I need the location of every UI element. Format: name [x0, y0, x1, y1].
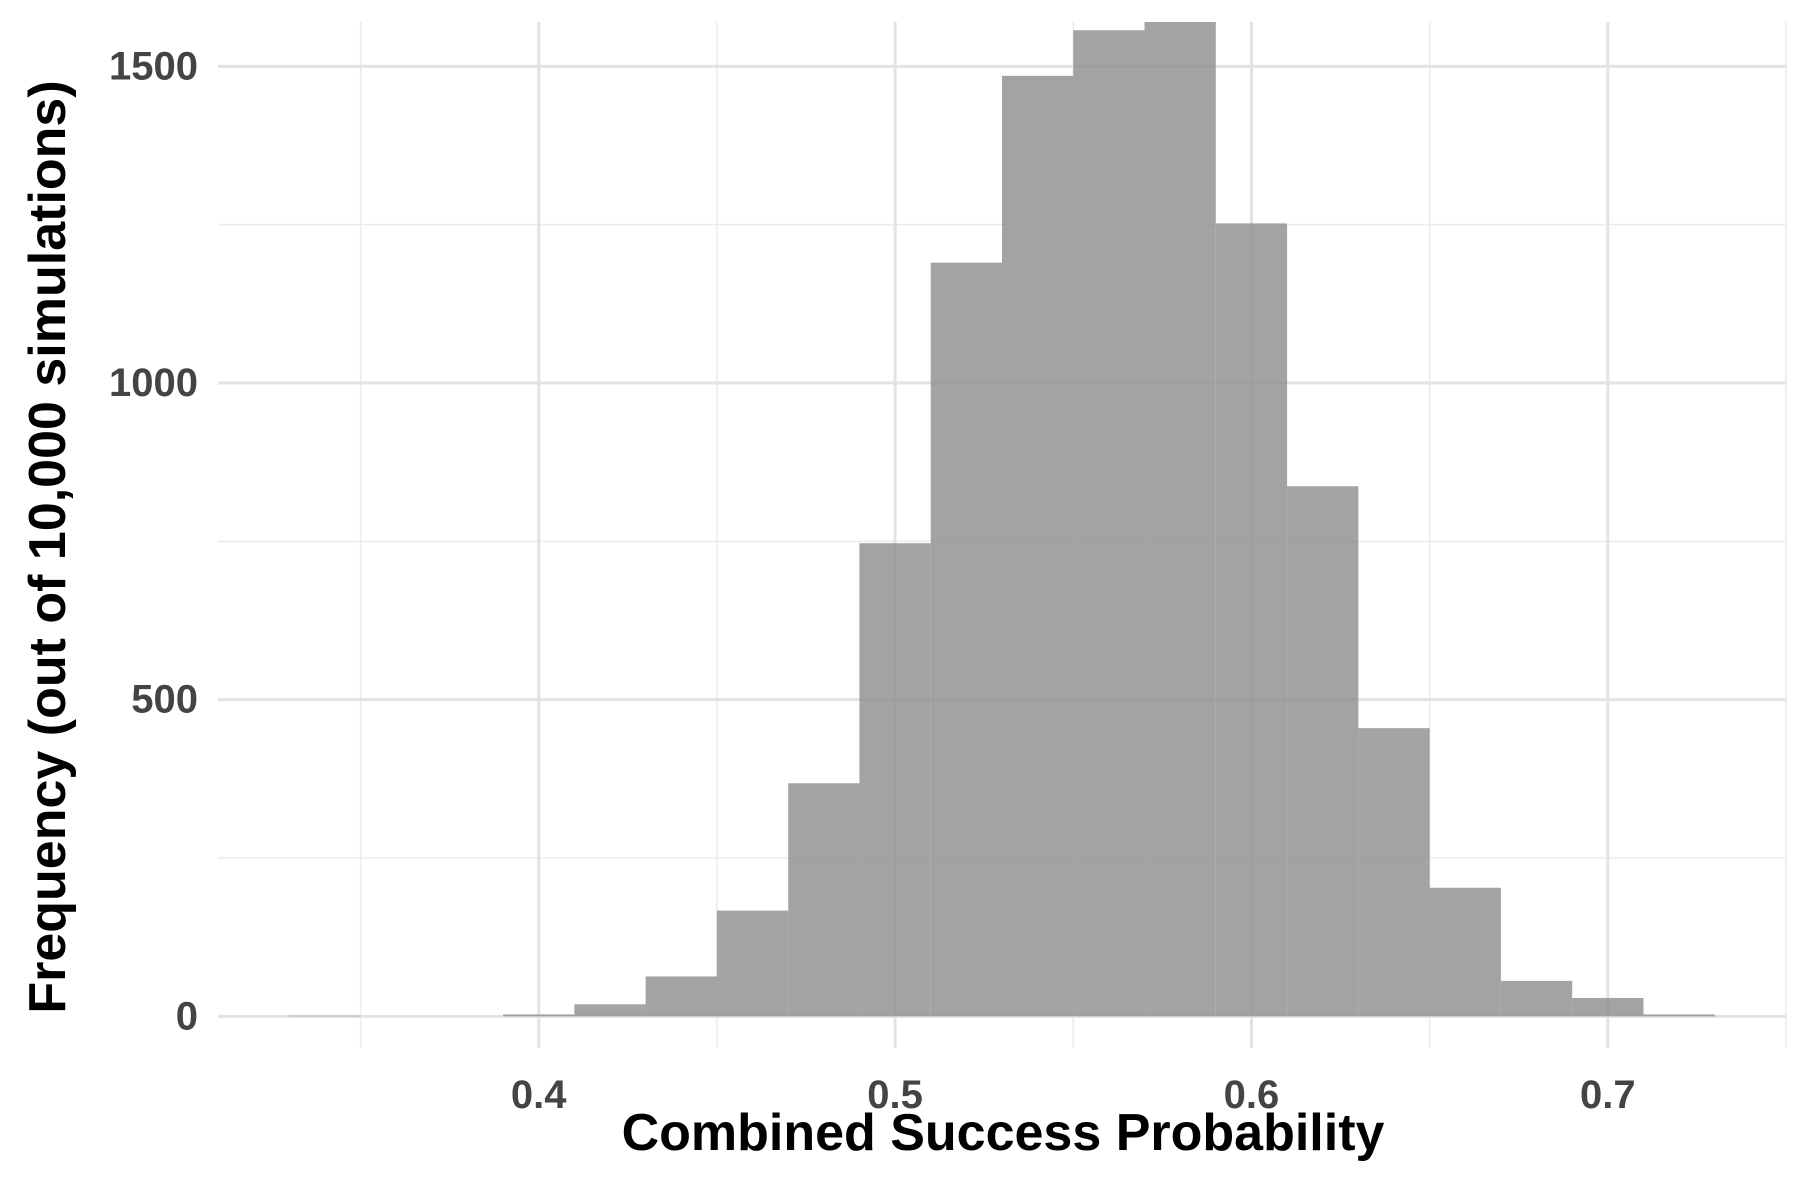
histogram-bar: [1144, 22, 1216, 1017]
y-tick-label: 1500: [109, 44, 198, 88]
x-tick-label: 0.6: [1224, 1073, 1280, 1117]
histogram-bar: [1073, 30, 1145, 1017]
histogram-bar: [1002, 75, 1074, 1017]
y-axis-title: Frequency (out of 10,000 simulations): [19, 80, 77, 1013]
x-tick-label: 0.4: [511, 1073, 567, 1117]
y-tick-label: 1000: [109, 361, 198, 405]
x-tick-label: 0.7: [1580, 1073, 1636, 1117]
histogram-bar: [1500, 980, 1573, 1017]
histogram-bar: [1643, 1014, 1715, 1017]
y-tick-label: 500: [131, 678, 198, 722]
histogram-bar: [1572, 997, 1644, 1017]
histogram-bar: [1287, 486, 1359, 1017]
histogram-bar: [645, 976, 717, 1017]
histogram-bars: [289, 22, 1715, 1017]
histogram-bar: [574, 1004, 646, 1017]
y-axis-tick-labels: 0 500 1000 1500: [109, 44, 198, 1038]
histogram-bar: [1429, 887, 1501, 1017]
histogram-bar: [1358, 728, 1430, 1017]
histogram-bar: [788, 783, 860, 1017]
histogram-bar: [930, 262, 1002, 1017]
histogram-bar: [716, 910, 789, 1017]
x-axis-title: Combined Success Probability: [622, 1104, 1385, 1162]
histogram-bar: [1215, 223, 1288, 1017]
histogram-bar: [503, 1014, 575, 1017]
y-tick-label: 0: [176, 994, 198, 1038]
histogram-bar: [289, 1015, 361, 1017]
x-axis-tick-labels: 0.4 0.5 0.6 0.7: [511, 1073, 1636, 1117]
histogram-bar: [859, 543, 931, 1017]
x-tick-label: 0.5: [867, 1073, 923, 1117]
